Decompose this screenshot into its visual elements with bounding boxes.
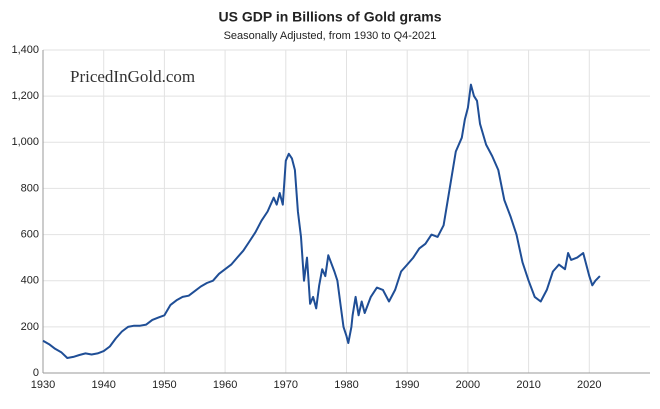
y-tick-label: 0 <box>33 367 39 379</box>
x-tick-label: 1930 <box>31 379 55 391</box>
x-tick-label: 1940 <box>91 379 115 391</box>
chart-title: US GDP in Billions of Gold grams <box>219 9 442 25</box>
x-tick-label: 1990 <box>395 379 419 391</box>
chart-subtitle: Seasonally Adjusted, from 1930 to Q4-202… <box>224 30 437 42</box>
x-tick-label: 2020 <box>577 379 601 391</box>
x-tick-label: 2010 <box>516 379 540 391</box>
y-tick-label: 200 <box>21 321 39 333</box>
x-tick-label: 1950 <box>152 379 176 391</box>
x-tick-label: 1970 <box>274 379 298 391</box>
y-tick-label: 1,000 <box>11 136 39 148</box>
data-line <box>42 83 601 359</box>
x-tick-label: 2000 <box>456 379 480 391</box>
y-tick-label: 400 <box>21 275 39 287</box>
watermark: PricedInGold.com <box>70 67 195 86</box>
y-tick-label: 1,200 <box>11 90 39 102</box>
plot: 0 200 400 600 800 1,000 1,200 1,400 1930 1940 1950… <box>11 44 650 391</box>
x-tick-label: 1960 <box>213 379 237 391</box>
y-tick-label: 600 <box>21 228 39 240</box>
y-tick-label: 1,400 <box>11 44 39 56</box>
x-tick-label: 1980 <box>334 379 358 391</box>
y-tick-label: 800 <box>21 182 39 194</box>
